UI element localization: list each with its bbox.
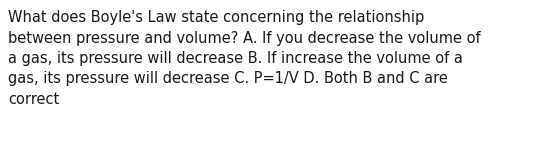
Text: What does Boyle's Law state concerning the relationship
between pressure and vol: What does Boyle's Law state concerning t… — [8, 10, 481, 107]
